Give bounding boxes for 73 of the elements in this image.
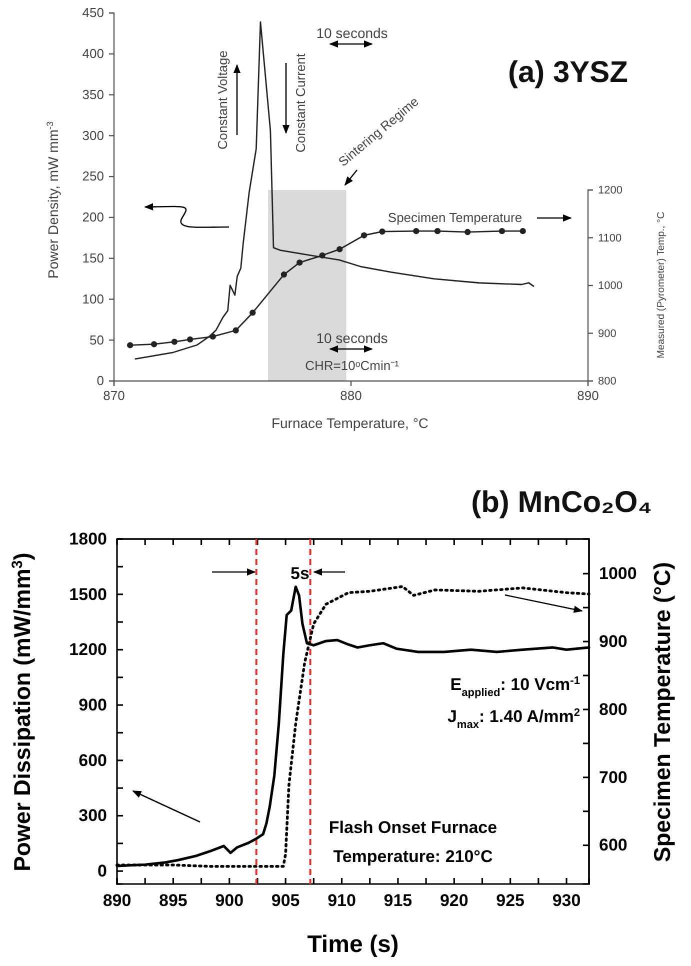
y-tick-label: 900 <box>78 695 107 714</box>
y-tick-label: 100 <box>82 291 104 306</box>
y2-tick-label: 1200 <box>598 184 622 197</box>
y2-tick-label: 800 <box>598 376 616 388</box>
y-tick-label: 400 <box>82 46 104 62</box>
y-tick-label: 150 <box>82 250 104 266</box>
y-tick-label: 0 <box>98 862 107 881</box>
y-tick-label: 300 <box>82 128 104 143</box>
point <box>232 327 239 334</box>
annotation: Flash Onset Furnace Temperature: 210°C <box>328 818 498 866</box>
point <box>336 246 343 252</box>
y2-tick-label: 1000 <box>598 280 622 292</box>
point <box>379 228 386 235</box>
point <box>296 259 303 266</box>
point <box>498 228 506 234</box>
x-axis-title: Furnace Temperature, °C <box>271 415 429 431</box>
x-tick-label: 920 <box>440 891 468 910</box>
y-tick-label: 200 <box>82 210 104 225</box>
x-tick-label: 880 <box>340 388 362 404</box>
y2-axis-title: Specimen Temperature (°C) <box>649 562 675 862</box>
y-tick-label: 350 <box>82 86 104 102</box>
y2-tick-label: 800 <box>599 700 628 719</box>
y-tick-label: 250 <box>82 168 104 184</box>
point <box>360 232 368 238</box>
x-tick-label: 900 <box>215 891 244 910</box>
y2-tick-label: 900 <box>599 632 628 651</box>
point <box>434 228 441 234</box>
y-tick-label: 1500 <box>69 584 107 604</box>
y2-tick-label: 1100 <box>598 232 622 244</box>
point <box>520 228 526 234</box>
point <box>171 338 178 345</box>
x-axis-title: Time (s) <box>307 931 399 958</box>
y2-tick-label: 700 <box>599 768 628 787</box>
annotation: CHR=10ᵒCmin⁻¹ <box>305 358 400 373</box>
text: (a) 3YSZ <box>508 56 628 89</box>
x-tick-label: 870 <box>103 388 125 404</box>
y2-axis-title: Measured (Pyrometer) Temp., °C <box>656 212 667 358</box>
point <box>413 228 420 234</box>
point <box>464 228 471 236</box>
y-tick-label: 50 <box>90 332 104 348</box>
y-tick-label: 300 <box>78 806 107 826</box>
y2-tick-label: 600 <box>599 836 628 855</box>
series-label: Specimen Temperature <box>388 210 522 225</box>
x-tick-label: 910 <box>328 891 356 910</box>
annotation: Constant Current <box>293 53 308 152</box>
x-tick-label: 890 <box>577 388 599 404</box>
y2-tick-label: 1000 <box>599 564 637 584</box>
y-tick-label: 450 <box>82 5 104 20</box>
annotation: 10 seconds <box>316 330 388 346</box>
point <box>210 334 216 340</box>
x-tick-label: 915 <box>384 891 412 910</box>
point <box>319 252 326 258</box>
point <box>186 336 194 343</box>
annotation: 10 seconds <box>316 25 388 41</box>
chart-title: (b) MnCo₂O₄ <box>471 486 652 519</box>
annotation: Constant Voltage <box>215 50 230 150</box>
y-tick-label: 0 <box>96 373 104 388</box>
y-tick-label: 1200 <box>69 640 107 660</box>
x-tick-label: 890 <box>102 891 132 910</box>
y-tick-label: 600 <box>78 750 107 770</box>
y-tick-label: 1800 <box>69 529 107 548</box>
annotation: 5s <box>290 564 310 583</box>
x-tick-label: 930 <box>552 891 581 910</box>
annotation: J$_{max}$: 1.40 A/mm$^{2}$ <box>447 707 580 731</box>
point <box>150 341 158 348</box>
point <box>127 342 134 348</box>
x-tick-label: 905 <box>271 891 300 910</box>
x-tick-label: 895 <box>159 891 188 910</box>
point <box>280 271 288 278</box>
y2-tick-label: 900 <box>598 328 616 340</box>
annotation: E$_{applied}$: 10 Vcm$^{-1}$ <box>450 675 580 699</box>
x-tick-label: 925 <box>496 891 525 910</box>
point <box>250 310 256 316</box>
